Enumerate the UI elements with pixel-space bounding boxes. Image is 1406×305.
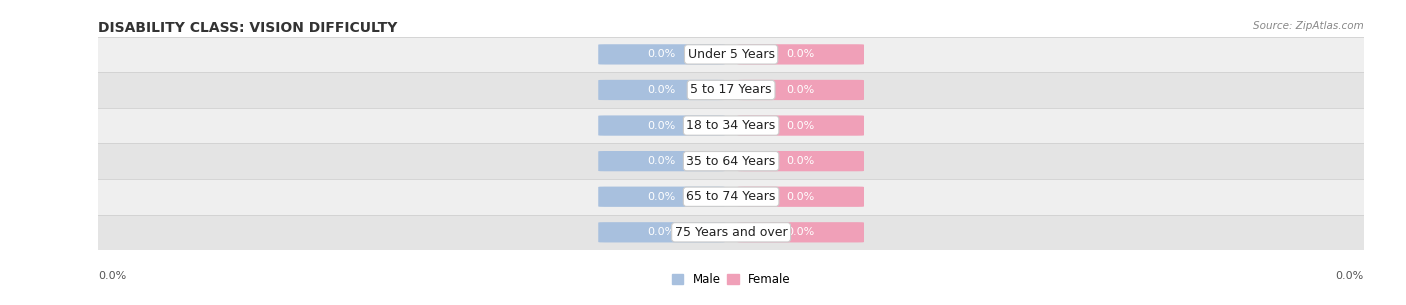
FancyBboxPatch shape <box>599 222 725 242</box>
FancyBboxPatch shape <box>599 187 725 207</box>
FancyBboxPatch shape <box>737 187 863 207</box>
FancyBboxPatch shape <box>599 115 725 136</box>
Text: 18 to 34 Years: 18 to 34 Years <box>686 119 776 132</box>
Text: 0.0%: 0.0% <box>647 156 676 166</box>
FancyBboxPatch shape <box>599 44 725 65</box>
Text: DISABILITY CLASS: VISION DIFFICULTY: DISABILITY CLASS: VISION DIFFICULTY <box>98 21 398 35</box>
Text: 0.0%: 0.0% <box>1336 271 1364 281</box>
Text: 0.0%: 0.0% <box>786 192 815 202</box>
Text: Source: ZipAtlas.com: Source: ZipAtlas.com <box>1253 21 1364 31</box>
Text: 65 to 74 Years: 65 to 74 Years <box>686 190 776 203</box>
FancyBboxPatch shape <box>737 222 863 242</box>
Text: 0.0%: 0.0% <box>786 85 815 95</box>
Text: 5 to 17 Years: 5 to 17 Years <box>690 84 772 96</box>
Bar <box>98 179 1364 214</box>
Text: 0.0%: 0.0% <box>786 227 815 237</box>
Text: 0.0%: 0.0% <box>647 227 676 237</box>
Bar <box>98 72 1364 108</box>
Text: 0.0%: 0.0% <box>786 49 815 59</box>
Text: 0.0%: 0.0% <box>786 156 815 166</box>
Bar <box>98 214 1364 250</box>
Text: 0.0%: 0.0% <box>647 120 676 131</box>
Text: 0.0%: 0.0% <box>786 120 815 131</box>
FancyBboxPatch shape <box>737 80 863 100</box>
Text: 0.0%: 0.0% <box>647 49 676 59</box>
FancyBboxPatch shape <box>737 115 863 136</box>
FancyBboxPatch shape <box>599 151 725 171</box>
Text: 0.0%: 0.0% <box>647 192 676 202</box>
Bar <box>98 108 1364 143</box>
Text: 0.0%: 0.0% <box>98 271 127 281</box>
FancyBboxPatch shape <box>599 80 725 100</box>
Bar <box>98 143 1364 179</box>
Text: 75 Years and over: 75 Years and over <box>675 226 787 239</box>
Bar <box>98 37 1364 72</box>
Text: 35 to 64 Years: 35 to 64 Years <box>686 155 776 168</box>
Text: Under 5 Years: Under 5 Years <box>688 48 775 61</box>
Text: 0.0%: 0.0% <box>647 85 676 95</box>
FancyBboxPatch shape <box>737 44 863 65</box>
Legend: Male, Female: Male, Female <box>666 269 796 291</box>
FancyBboxPatch shape <box>737 151 863 171</box>
